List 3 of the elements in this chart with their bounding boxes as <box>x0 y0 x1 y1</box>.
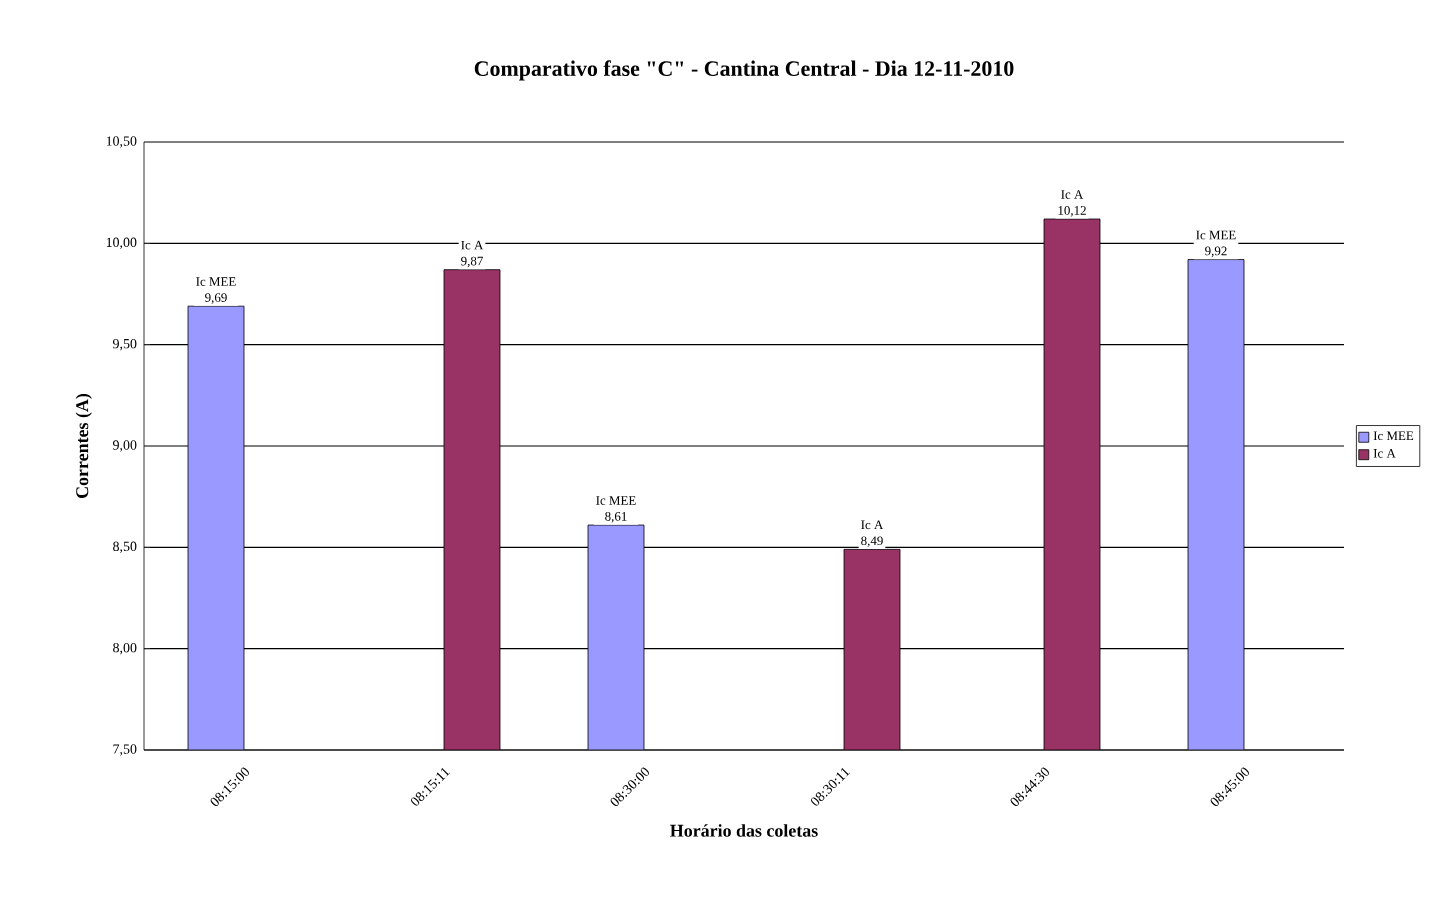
y-axis-title: Correntes (A) <box>75 393 92 498</box>
x-axis-title: Horário das coletas <box>670 824 818 837</box>
chart-title: Comparativo fase "C" - Cantina Central - Dia 12-11-2010 <box>474 60 1014 81</box>
